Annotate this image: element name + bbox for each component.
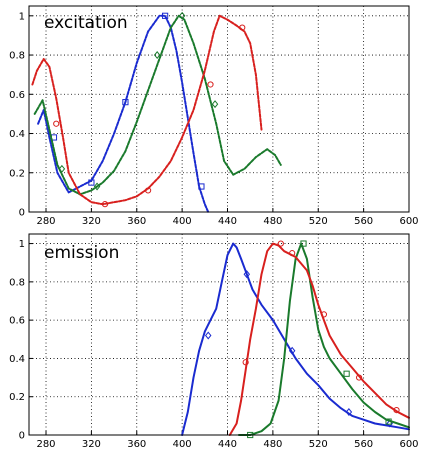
- emission-green-square-marker: [385, 418, 392, 425]
- excitation-red-circle-marker: [145, 187, 152, 194]
- excitation-green-series-line: [33, 14, 282, 196]
- excitation-green-diamond-marker: [153, 51, 161, 60]
- emission-green-square-marker: [343, 370, 350, 377]
- excitation-panel: 280 320 360 400 440 480 520 560 600 0 0.2 0.4 0.6 0.8…: [9, 5, 419, 227]
- emission-plot-frame: [28, 233, 410, 436]
- excitation-blue-square-marker: [198, 183, 205, 190]
- emission-red-circle-marker: [242, 359, 249, 366]
- excitation-x-tick-label: 440: [218, 216, 237, 227]
- emission-x-tick-label: 360: [127, 439, 146, 450]
- emission-y-tick-label: 1: [19, 239, 25, 250]
- emission-x-tick-label: 600: [399, 439, 418, 450]
- emission-blue-diamond-marker: [288, 346, 296, 355]
- emission-x-tick-label: 440: [218, 439, 237, 450]
- emission-panel: 280 320 360 400 440 480 520 560 600 0 0.2 0.4 0.6 0.8…: [9, 233, 419, 450]
- excitation-x-tick-label: 560: [354, 216, 373, 227]
- excitation-x-tick-label: 360: [127, 216, 146, 227]
- excitation-plot-frame: [28, 5, 410, 213]
- excitation-blue-square-marker: [162, 12, 169, 19]
- excitation-y-tick-label: 0.8: [9, 51, 25, 62]
- excitation-red-circle-marker: [53, 120, 60, 127]
- emission-y-tick-label: 0: [19, 431, 25, 442]
- excitation-green-diamond-marker: [58, 164, 66, 173]
- excitation-red-series-line: [31, 14, 263, 206]
- excitation-x-tick-label: 600: [399, 216, 418, 227]
- excitation-y-tick-label: 1: [19, 11, 25, 22]
- emission-red-series-line: [228, 242, 410, 436]
- emission-x-tick-label: 560: [354, 439, 373, 450]
- excitation-y-tick-label: 0.4: [9, 129, 25, 140]
- excitation-red-circle-marker: [207, 81, 214, 88]
- excitation-panel-title: excitation: [44, 13, 128, 33]
- excitation-green-diamond-marker: [178, 11, 186, 20]
- excitation-x-tick-label: 520: [309, 216, 328, 227]
- excitation-x-tick-label: 480: [263, 216, 282, 227]
- emission-blue-diamond-marker: [243, 270, 251, 279]
- excitation-x-tick-label: 320: [82, 216, 101, 227]
- emission-y-tick-label: 0.2: [9, 392, 25, 403]
- emission-blue-diamond-marker: [204, 331, 212, 340]
- excitation-y-tick-label: 0.2: [9, 168, 25, 179]
- emission-red-circle-marker: [355, 374, 363, 381]
- emission-red-circle-marker: [320, 311, 328, 318]
- emission-red-circle-marker: [289, 250, 296, 257]
- emission-x-tick-label: 520: [309, 439, 328, 450]
- emission-x-tick-label: 480: [263, 439, 282, 450]
- emission-y-tick-label: 0.8: [9, 277, 25, 288]
- excitation-x-tick-label: 280: [36, 216, 55, 227]
- emission-red-circle-marker: [277, 240, 284, 247]
- excitation-red-circle-marker: [101, 201, 109, 208]
- excitation-green-diamond-marker: [93, 182, 101, 191]
- excitation-green-diamond-marker: [211, 100, 219, 109]
- excitation-x-tick-label: 400: [173, 216, 192, 227]
- emission-x-tick-label: 400: [173, 439, 192, 450]
- emission-green-square-marker: [300, 240, 307, 247]
- emission-blue-diamond-marker: [345, 408, 353, 417]
- emission-panel-title: emission: [44, 243, 119, 263]
- excitation-y-tick-label: 0: [19, 208, 25, 219]
- excitation-blue-square-marker: [122, 99, 129, 106]
- emission-red-circle-marker: [393, 407, 400, 414]
- excitation-y-tick-label: 0.6: [9, 90, 25, 101]
- emission-x-tick-label: 320: [82, 439, 101, 450]
- emission-blue-series-line: [181, 242, 410, 436]
- excitation-blue-series-line: [37, 14, 210, 213]
- excitation-red-circle-marker: [239, 24, 246, 31]
- emission-x-tick-label: 280: [36, 439, 55, 450]
- emission-y-tick-label: 0.4: [9, 354, 25, 365]
- emission-y-tick-label: 0.6: [9, 316, 25, 327]
- emission-green-series-line: [237, 242, 410, 436]
- excitation-blue-square-marker: [88, 179, 95, 186]
